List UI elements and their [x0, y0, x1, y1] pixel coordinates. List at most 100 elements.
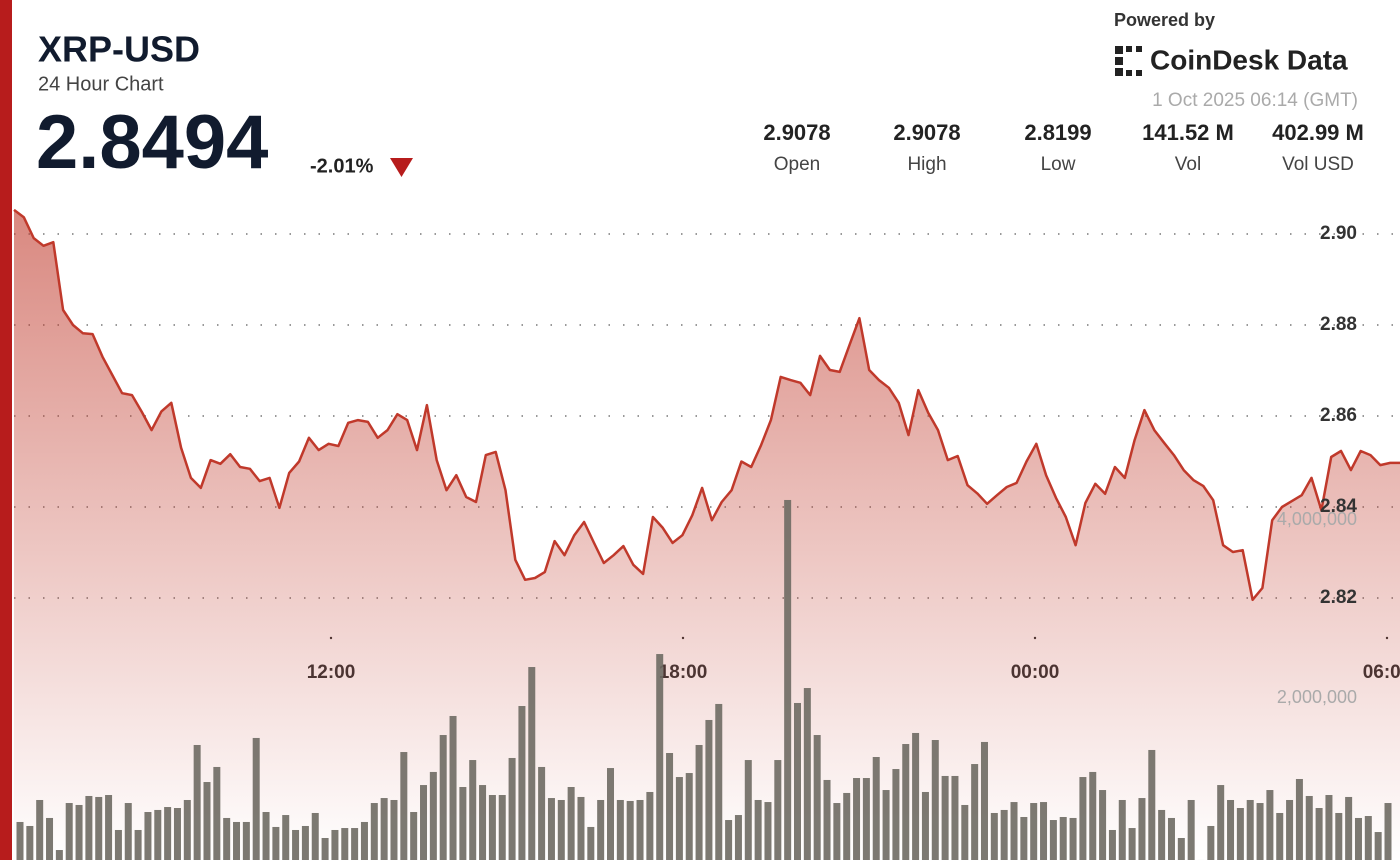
y2-tick-label: 2,000,000	[1277, 687, 1357, 707]
volume-bar	[1108, 829, 1116, 860]
y2-tick-label: 4,000,000	[1277, 509, 1357, 529]
volume-bar	[380, 798, 388, 860]
volume-bar	[1059, 816, 1067, 860]
volume-bar	[1207, 825, 1215, 860]
y-tick-label: 2.90	[1320, 223, 1357, 244]
volume-bar	[803, 688, 811, 860]
volume-bar	[862, 778, 870, 860]
volume-bar	[744, 760, 752, 860]
stat-label: Open	[774, 154, 820, 175]
volume-bar	[1158, 809, 1166, 860]
volume-bar	[1217, 785, 1225, 860]
volume-bar	[1345, 796, 1353, 860]
volume-bar	[1049, 820, 1057, 860]
volume-bar	[1276, 812, 1284, 860]
volume-bar	[498, 795, 506, 860]
down-arrow	[390, 158, 413, 177]
volume-bar	[675, 777, 683, 860]
volume-bar	[144, 812, 152, 860]
logo-icon	[1115, 46, 1142, 76]
volume-bar	[843, 792, 851, 860]
volume-bar	[912, 732, 920, 860]
volume-bar	[360, 821, 368, 860]
volume-bar	[75, 804, 83, 860]
volume-bar	[1020, 816, 1028, 860]
volume-bar	[1099, 790, 1107, 860]
volume-bar	[1128, 828, 1136, 860]
volume-bar	[1118, 799, 1126, 860]
volume-bar	[616, 799, 624, 860]
volume-bar	[439, 735, 447, 860]
volume-bar	[252, 737, 260, 860]
volume-bar	[370, 803, 378, 860]
volume-bar	[1295, 778, 1303, 860]
volume-bar	[1236, 808, 1244, 860]
stat-label: Low	[1041, 154, 1076, 175]
price: 2.8494	[36, 100, 268, 185]
stat-value: 2.8199	[1024, 120, 1091, 145]
volume-bar	[1325, 795, 1333, 860]
volume-bar	[793, 702, 801, 860]
volume-bar	[833, 803, 841, 860]
volume-bar	[656, 654, 664, 860]
change: -2.01%	[310, 155, 374, 177]
volume-bar	[754, 799, 762, 860]
brand: CoinDesk Data	[1150, 44, 1348, 75]
volume-bar	[233, 821, 241, 860]
volume-bar	[607, 768, 615, 860]
volume-bar	[321, 837, 329, 860]
volume-bar	[203, 782, 211, 860]
volume-bar	[351, 828, 359, 860]
volume-bar	[85, 795, 93, 860]
price-line	[13, 208, 1400, 602]
volume-bar	[1364, 816, 1372, 860]
volume-bar	[508, 757, 516, 860]
volume-bar	[813, 735, 821, 860]
volume-bar	[990, 812, 998, 860]
accent-bar	[0, 0, 12, 860]
volume-bar	[705, 719, 713, 860]
volume-bar	[528, 667, 536, 860]
volume-bar	[538, 766, 546, 860]
volume-bar	[941, 775, 949, 860]
volume-bar	[301, 825, 309, 860]
volume-bar	[695, 744, 703, 860]
volume-bar	[1354, 817, 1362, 860]
volume-bar	[400, 752, 408, 860]
y-tick-label: 2.82	[1320, 587, 1357, 608]
volume-bar	[725, 820, 733, 860]
volume-bar	[902, 744, 910, 860]
volume-bar	[420, 785, 428, 860]
volume-bar	[341, 828, 349, 860]
volume-bar	[715, 703, 723, 860]
stats: 2.9078 Open 2.9078 High 2.8199 Low 141.52 M Vol…	[763, 120, 1364, 175]
volume-bar	[1315, 808, 1323, 860]
volume-bar	[1187, 799, 1195, 860]
volume-bar	[734, 815, 742, 860]
volume-bar	[557, 799, 565, 860]
volume-bar	[1246, 799, 1254, 860]
volume-bar	[223, 817, 231, 860]
volume-bar	[931, 740, 939, 860]
price-area	[14, 209, 1400, 860]
volume-bar	[154, 809, 162, 860]
volume-bar	[1010, 802, 1018, 860]
volume-bar	[971, 764, 979, 860]
volume-bar	[774, 760, 782, 860]
volume-bar	[1256, 803, 1264, 860]
volume-bar	[124, 803, 132, 860]
volume-bar	[980, 741, 988, 860]
volume-bar	[262, 812, 270, 860]
volume-bar	[331, 829, 339, 860]
volume-bar	[114, 829, 122, 860]
volume-bar	[784, 499, 792, 860]
volume-bar	[272, 826, 280, 860]
volume-bar	[449, 715, 457, 860]
volume-bar	[459, 787, 467, 860]
volume-bar	[626, 800, 634, 860]
volume-bar	[1266, 790, 1274, 860]
stat-value: 2.9078	[763, 120, 830, 145]
volume-bar	[1040, 802, 1048, 860]
volume-bar	[685, 773, 693, 860]
volume-bar	[164, 807, 172, 860]
